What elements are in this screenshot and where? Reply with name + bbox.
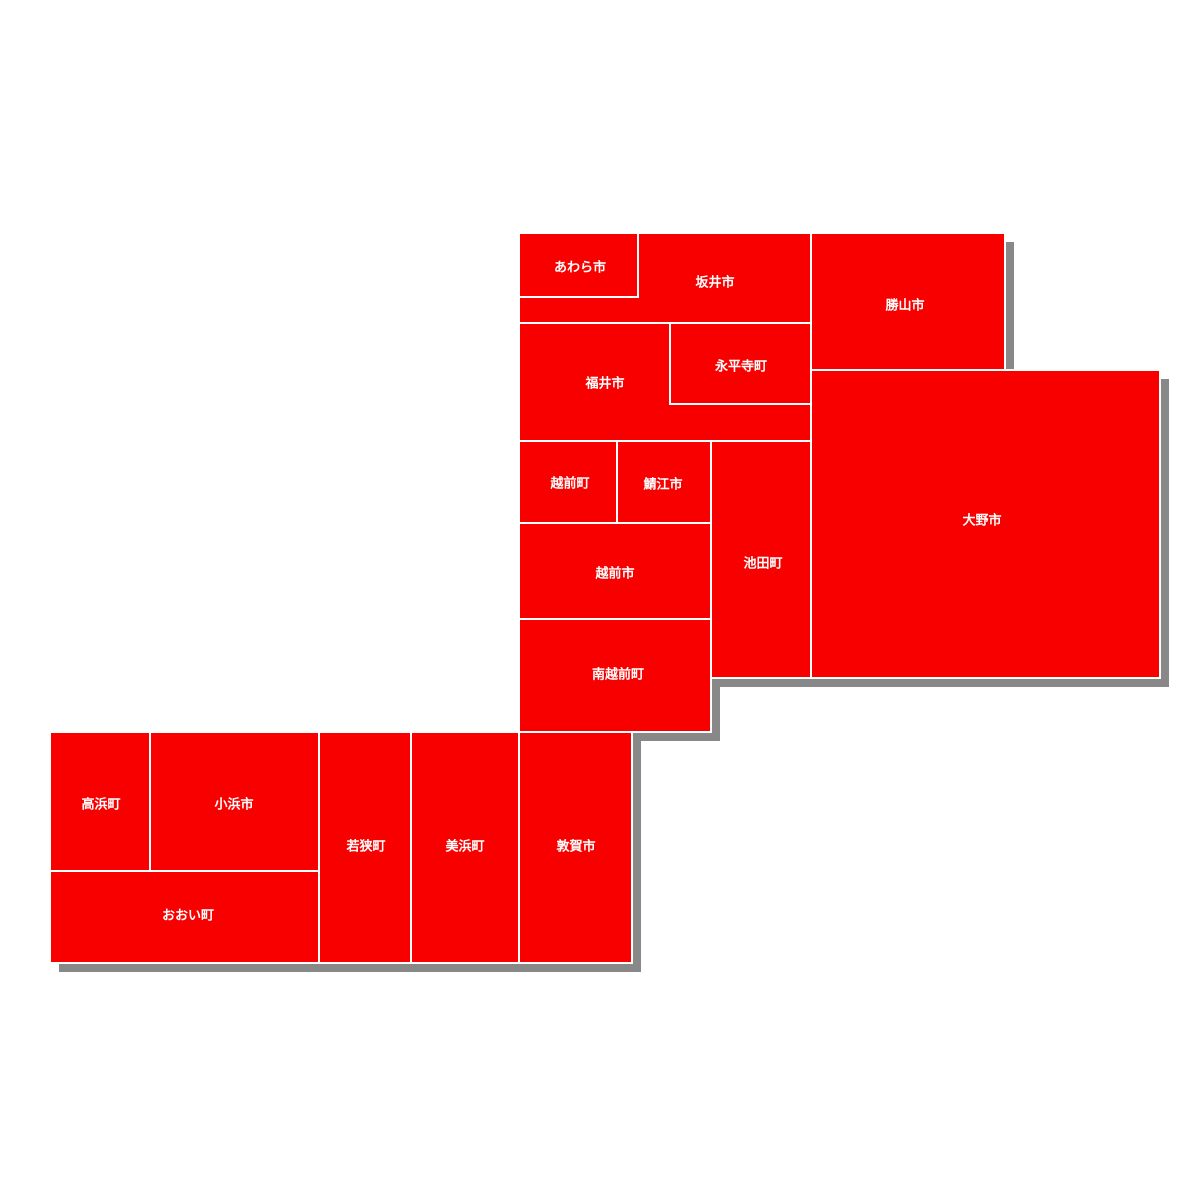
region-label: 越前町 [549, 476, 589, 492]
region-label: 大野市 [962, 513, 1001, 529]
region-label: 美浜町 [445, 839, 484, 855]
region-label: 永平寺町 [714, 359, 767, 375]
region-label: 福井市 [584, 376, 624, 392]
region-tile [518, 618, 712, 733]
region-tile [810, 232, 1006, 371]
region-tile [518, 731, 633, 964]
region-tile [810, 369, 1161, 679]
region-tile [669, 322, 812, 405]
region-label: おおい町 [162, 909, 214, 924]
region-tile [616, 440, 712, 524]
region-label: 南越前町 [592, 667, 644, 683]
region-label: 鯖江市 [642, 477, 682, 493]
region-label: 坂井市 [695, 275, 734, 291]
region-label: 池田町 [743, 556, 782, 572]
region-tile [518, 522, 712, 620]
region-tile [318, 731, 412, 964]
region-label: 小浜市 [214, 797, 253, 813]
region-label: 高浜町 [81, 797, 120, 813]
region-label: 勝山市 [885, 298, 924, 314]
region-label: あわら市 [554, 260, 606, 276]
region-label: 若狭町 [345, 839, 385, 855]
region-label: 敦賀市 [556, 839, 595, 855]
region-label: 越前市 [594, 566, 634, 582]
region-tile [518, 440, 618, 524]
region-tile [710, 440, 812, 679]
region-tile [518, 232, 639, 298]
region-tile [149, 731, 320, 872]
